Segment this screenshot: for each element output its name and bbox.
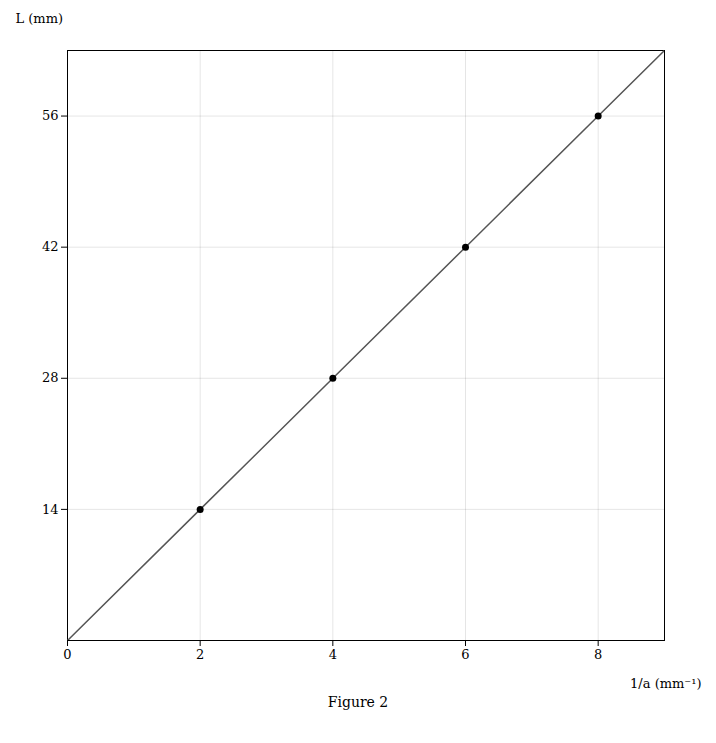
svg-text:2: 2	[196, 647, 204, 662]
svg-text:28: 28	[42, 370, 59, 385]
svg-text:0: 0	[63, 647, 71, 662]
svg-text:4: 4	[329, 647, 337, 662]
svg-text:14: 14	[42, 502, 59, 517]
svg-text:42: 42	[42, 239, 59, 254]
svg-text:56: 56	[42, 108, 59, 123]
html-text:Figure 2: Figure 2	[327, 694, 389, 710]
svg-text:6: 6	[461, 647, 469, 662]
svg-text:1/a (mm⁻¹): 1/a (mm⁻¹)	[630, 676, 701, 691]
svg-text:L (mm): L (mm)	[16, 11, 64, 26]
svg-text:8: 8	[594, 647, 602, 662]
